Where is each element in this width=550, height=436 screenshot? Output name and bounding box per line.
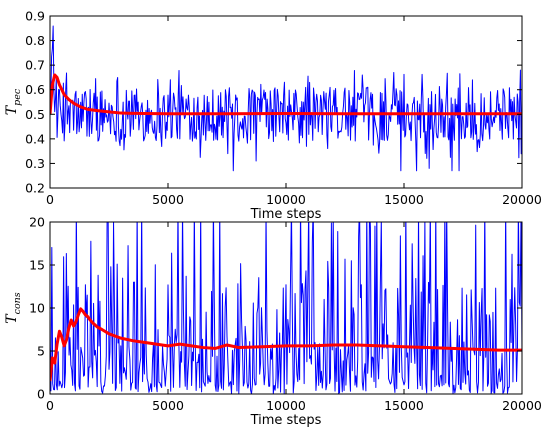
x-tick-label: 10000 — [266, 192, 306, 207]
y-tick-label: 0.4 — [25, 131, 45, 146]
raw-series-line-0 — [50, 25, 522, 172]
y-tick-label: 20 — [29, 215, 45, 230]
y-tick-label: 0.3 — [25, 156, 45, 171]
y-tick-label: 15 — [29, 258, 45, 273]
x-tick-label: 5000 — [152, 398, 184, 413]
y-tick-label: 0.9 — [25, 9, 45, 24]
x-axis-label: Time steps — [250, 207, 322, 222]
y-axis-label: Tpec — [4, 88, 23, 115]
y-tick-label: 10 — [29, 301, 45, 316]
chart-top-tpec: 0 5000 10000 15000 20000 0.2 0.3 0.4 0.5 0.6 0.7 0.… — [4, 9, 542, 223]
x-tick-label: 0 — [46, 192, 54, 207]
x-tick-label: 15000 — [384, 192, 424, 207]
y-tick-label: 5 — [37, 344, 45, 359]
y-axis-label-main: T — [4, 104, 20, 115]
y-tick-label: 0.6 — [25, 82, 45, 97]
x-tick-label: 0 — [46, 398, 54, 413]
x-tick-label: 20000 — [502, 398, 542, 413]
y-tick-label: 0.8 — [25, 33, 45, 48]
x-tick-label: 10000 — [266, 398, 306, 413]
x-tick-label: 20000 — [502, 192, 542, 207]
y-axis-label: Tcons — [4, 292, 23, 324]
y-axis-label-main: T — [4, 313, 20, 324]
y-tick-label: 0.7 — [25, 58, 45, 73]
y-tick-label: 0.2 — [25, 181, 45, 196]
smoothed-series-line-1 — [50, 307, 522, 382]
y-tick-label: 0 — [37, 387, 45, 402]
raw-series-line-1 — [50, 222, 522, 394]
x-axis-label: Time steps — [250, 413, 322, 428]
smoothed-series-line-0 — [50, 73, 522, 116]
x-tick-label: 5000 — [152, 192, 184, 207]
x-tick-label: 15000 — [384, 398, 424, 413]
y-axis-label-subscript: cons — [12, 292, 23, 314]
chart-bottom-tcons: 0 5000 10000 15000 20000 0 5 10 15 20 Time steps Tc… — [4, 215, 542, 429]
y-axis-label-subscript: pec — [12, 88, 23, 106]
y-tick-label: 0.5 — [25, 107, 45, 122]
